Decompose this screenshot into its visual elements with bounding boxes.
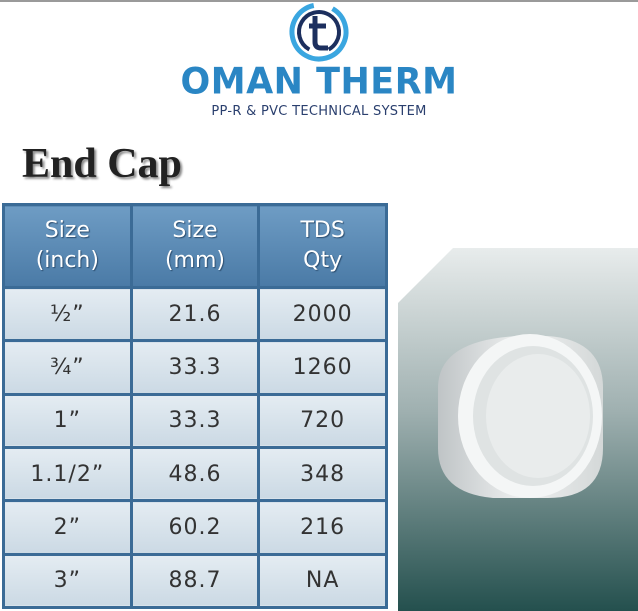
header-line: TDS bbox=[300, 218, 345, 243]
table-cell: 3” bbox=[2, 552, 133, 610]
table-cell: 21.6 bbox=[129, 285, 261, 343]
table-row: 2” 60.2 216 bbox=[2, 499, 388, 556]
header-line: Size bbox=[172, 218, 218, 243]
table-cell: 33.3 bbox=[129, 392, 261, 449]
table-row: 3” 88.7 NA bbox=[2, 552, 388, 610]
tagline: PP-R & PVC TECHNICAL SYSTEM bbox=[211, 104, 427, 119]
table-body: ½” 21.6 2000 ¾” 33.3 1260 1” 33.3 720 1.1/2” 48.6 3… bbox=[2, 285, 388, 610]
table-row: ¾” 33.3 1260 bbox=[2, 339, 388, 396]
spec-table: Size (inch) Size (mm) TDS Qty ½” 21.6 2000 ¾” 33.… bbox=[2, 203, 388, 610]
header-line: (inch) bbox=[35, 248, 99, 273]
table-cell: 2” bbox=[2, 499, 133, 556]
table-cell: 48.6 bbox=[129, 445, 261, 503]
table-cell: 348 bbox=[257, 445, 388, 503]
header-row: Size (inch) Size (mm) TDS Qty bbox=[2, 203, 388, 289]
logo-icon bbox=[289, 2, 349, 62]
table-cell: 1” bbox=[2, 392, 133, 449]
table-cell: 1260 bbox=[257, 339, 388, 396]
table-cell: 720 bbox=[257, 392, 388, 449]
product-title: End Cap bbox=[22, 141, 182, 187]
table-cell: 216 bbox=[257, 499, 388, 556]
table-cell: ¾” bbox=[2, 339, 133, 396]
table-cell: 33.3 bbox=[129, 339, 261, 396]
column-header: TDS Qty bbox=[257, 203, 388, 289]
table-cell: ½” bbox=[2, 285, 133, 343]
table-cell: 88.7 bbox=[129, 552, 261, 610]
table-row: ½” 21.6 2000 bbox=[2, 285, 388, 343]
product-photo bbox=[398, 248, 638, 611]
header-line: Size bbox=[44, 218, 90, 243]
brand-name: OMAN THERM bbox=[180, 61, 458, 103]
table-cell: 2000 bbox=[257, 285, 388, 343]
table-cell: NA bbox=[257, 552, 388, 610]
header-line: Qty bbox=[303, 248, 343, 273]
table-cell: 60.2 bbox=[129, 499, 261, 556]
header-line: (mm) bbox=[164, 248, 225, 273]
column-header: Size (inch) bbox=[2, 203, 133, 289]
table-row: 1” 33.3 720 bbox=[2, 392, 388, 449]
top-border bbox=[0, 0, 638, 2]
table-row: 1.1/2” 48.6 348 bbox=[2, 445, 388, 503]
table-cell: 1.1/2” bbox=[2, 445, 133, 503]
column-header: Size (mm) bbox=[129, 203, 261, 289]
